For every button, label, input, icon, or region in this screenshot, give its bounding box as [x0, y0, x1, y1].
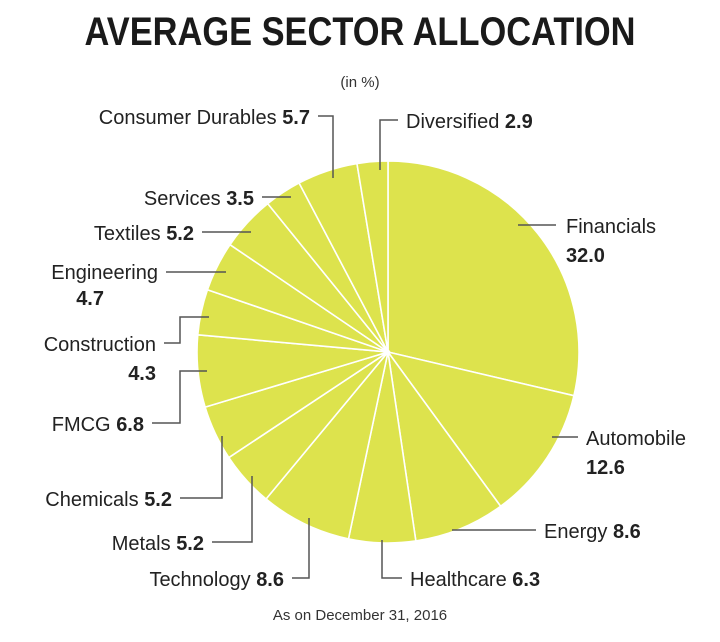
- slice-label-value: 3.5: [226, 188, 254, 210]
- slice-label-value: 5.7: [282, 107, 310, 129]
- slice-label-value: 4.7: [76, 288, 104, 310]
- slice-label-metals: Metals 5.2: [112, 533, 204, 555]
- slice-label-consumer-durables: Consumer Durables 5.7: [99, 107, 310, 129]
- slice-label-technology: Technology 8.6: [149, 569, 284, 591]
- leader-line-fmcg: [152, 370, 207, 424]
- slice-label-construction: 4.3: [128, 363, 156, 385]
- slice-label-name: Automobile: [586, 428, 686, 450]
- slice-label-chemicals: Chemicals 5.2: [45, 489, 172, 511]
- slice-label-name: Consumer Durables: [99, 107, 277, 129]
- slice-label-name: Healthcare: [410, 569, 507, 591]
- leader-line-technology: [292, 518, 310, 579]
- chart-title: AVERAGE SECTOR ALLOCATION: [84, 10, 636, 54]
- slice-label-name: Chemicals: [45, 489, 138, 511]
- slice-label-healthcare: Healthcare 6.3: [410, 569, 540, 591]
- slice-label-automobile: 12.6: [586, 457, 625, 479]
- slice-label-name: Construction: [44, 334, 156, 356]
- pie-slice-automobile: [387, 351, 575, 508]
- slice-label-name: Energy: [544, 521, 607, 543]
- slice-label-value: 6.3: [512, 569, 540, 591]
- slice-label-name: Diversified: [406, 111, 499, 133]
- slice-label-name: Metals: [112, 533, 171, 555]
- slice-label-name: Services: [144, 188, 221, 210]
- leader-line-chemicals: [180, 436, 223, 499]
- leader-line-metals: [212, 476, 253, 543]
- slice-label-value: 5.2: [176, 533, 204, 555]
- leader-line-construction: [164, 316, 209, 344]
- slice-label-services: Services 3.5: [144, 188, 254, 210]
- leader-line-healthcare: [381, 540, 402, 579]
- slice-label-construction: Construction: [44, 334, 156, 356]
- slice-label-name: Engineering: [51, 262, 158, 284]
- slice-label-engineering: 4.7: [76, 288, 104, 310]
- leader-line-diversified: [379, 119, 398, 170]
- slice-label-fmcg: FMCG 6.8: [52, 414, 144, 436]
- chart-footnote: As on December 31, 2016: [272, 607, 448, 624]
- leader-line-consumer-durables: [318, 115, 334, 178]
- pie-slices: [196, 160, 580, 544]
- slice-label-value: 32.0: [566, 245, 605, 267]
- slice-label-automobile: Automobile: [586, 428, 686, 450]
- slice-label-value: 8.6: [256, 569, 284, 591]
- slice-label-value: 2.9: [505, 111, 533, 133]
- pie-center: [385, 349, 391, 355]
- pie-slice-energy: [387, 351, 502, 542]
- slice-label-value: 8.6: [613, 521, 641, 543]
- slice-label-textiles: Textiles 5.2: [94, 223, 194, 245]
- pie-slice-technology: [265, 351, 389, 540]
- slice-label-value: 4.3: [128, 363, 156, 385]
- slice-label-value: 5.2: [144, 489, 172, 511]
- slice-label-diversified: Diversified 2.9: [406, 111, 533, 133]
- slice-label-engineering: Engineering: [51, 262, 158, 284]
- slice-label-value: 5.2: [166, 223, 194, 245]
- slice-label-value: 12.6: [586, 457, 625, 479]
- pie-slice-financials: [387, 160, 580, 397]
- pie-slice-diversified: [356, 160, 389, 353]
- chart-subtitle: (in %): [340, 74, 380, 91]
- slice-label-energy: Energy 8.6: [544, 521, 641, 543]
- slice-label-name: Textiles: [94, 223, 161, 245]
- leader-lines: [152, 115, 578, 579]
- slice-labels: Financials 32.0 Automobile 12.6 Energy 8.6 He…: [44, 107, 686, 591]
- slice-label-name: Technology: [149, 569, 250, 591]
- slice-label-name: FMCG: [52, 414, 111, 436]
- slice-label-financials: 32.0: [566, 245, 605, 267]
- slice-label-financials: Financials: [566, 216, 656, 238]
- slice-label-name: Financials: [566, 216, 656, 238]
- slice-label-value: 6.8: [116, 414, 144, 436]
